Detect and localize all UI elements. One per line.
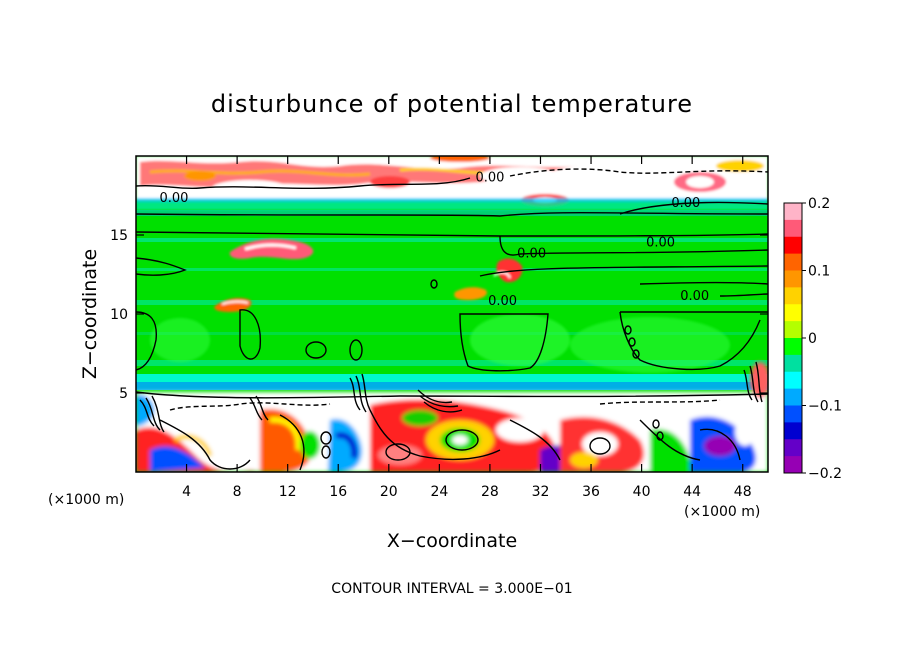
stripe xyxy=(136,360,768,366)
colorbar-swatch xyxy=(784,422,802,440)
contour-lines xyxy=(136,168,768,471)
contour-label: 0.00 xyxy=(680,289,709,304)
x-tick-label: 24 xyxy=(430,484,448,500)
contour-labels: 0.00 0.00 0.00 0.00 0.00 0.00 0.00 xyxy=(159,171,709,309)
y-axis-ticks: 5 10 15 xyxy=(110,228,768,402)
colorbar-swatch xyxy=(784,354,802,373)
plot-area: 0.00 0.00 0.00 0.00 0.00 0.00 0.00 xyxy=(136,156,768,472)
colorbar-swatch xyxy=(784,270,802,288)
colorbar-tick-label: 0.2 xyxy=(808,196,830,212)
contour-label: 0.00 xyxy=(488,294,517,309)
y-tick-label: 15 xyxy=(110,228,128,244)
stripe xyxy=(136,300,768,305)
mid-features xyxy=(150,238,730,373)
x-tick-label: 16 xyxy=(329,484,347,500)
x-unit-left: (×1000 m) xyxy=(48,492,124,508)
y-tick-label: 5 xyxy=(119,386,128,402)
colorbar-swatch xyxy=(784,388,802,406)
stripe xyxy=(136,382,768,390)
stripe xyxy=(136,268,768,271)
stripe xyxy=(136,238,768,242)
x-tick-label: 40 xyxy=(633,484,651,500)
x-axis-label: X−coordinate xyxy=(387,530,517,552)
colorbar-swatch xyxy=(784,253,802,271)
colorbar-swatch xyxy=(784,456,802,474)
y-tick-label: 10 xyxy=(110,307,128,323)
colorbar-tick-label: 0 xyxy=(808,331,817,347)
colorbar-swatch xyxy=(784,439,802,457)
x-tick-label: 4 xyxy=(182,484,191,500)
x-tick-label: 44 xyxy=(683,484,701,500)
contour-label: 0.00 xyxy=(159,191,188,206)
x-tick-label: 48 xyxy=(734,484,752,500)
x-tick-label: 32 xyxy=(532,484,550,500)
x-tick-label: 12 xyxy=(279,484,297,500)
colorbar xyxy=(783,202,803,474)
contour-label: 0.00 xyxy=(517,246,546,261)
x-tick-label: 28 xyxy=(481,484,499,500)
colorbar-swatch xyxy=(784,338,802,356)
x-unit-right: (×1000 m) xyxy=(684,504,760,520)
chart-title: disturbunce of potential temperature xyxy=(211,90,693,118)
colorbar-swatch xyxy=(784,236,802,255)
contour-label: 0.00 xyxy=(671,196,700,211)
contour-label: 0.00 xyxy=(646,235,675,250)
colorbar-swatch xyxy=(784,219,802,238)
colorbar-swatch xyxy=(784,405,802,423)
stripe xyxy=(136,374,768,382)
contour-label: 0.00 xyxy=(475,171,504,186)
contour-interval-label: CONTOUR INTERVAL = 3.000E−01 xyxy=(331,581,572,597)
y-axis-label: Z−coordinate xyxy=(79,249,101,379)
x-tick-label: 8 xyxy=(233,484,242,500)
x-tick-label: 36 xyxy=(582,484,600,500)
colorbar-swatch xyxy=(784,203,802,221)
colorbar-swatch xyxy=(784,371,802,390)
x-axis-ticks: 4 8 12 16 20 24 28 32 36 40 44 48 xyxy=(182,156,752,500)
colorbar-swatch xyxy=(784,321,802,339)
colorbar-tick-label: 0.1 xyxy=(808,264,830,280)
colorbar-ticks: 0.2 0.1 0 −0.1 −0.2 xyxy=(802,196,842,482)
x-tick-label: 20 xyxy=(380,484,398,500)
colorbar-swatch xyxy=(784,304,802,322)
colorbar-tick-label: −0.1 xyxy=(808,399,842,415)
colorbar-tick-label: −0.2 xyxy=(808,466,842,482)
stripe xyxy=(136,332,768,335)
upper-band xyxy=(136,210,768,216)
colorbar-swatch xyxy=(784,287,802,305)
